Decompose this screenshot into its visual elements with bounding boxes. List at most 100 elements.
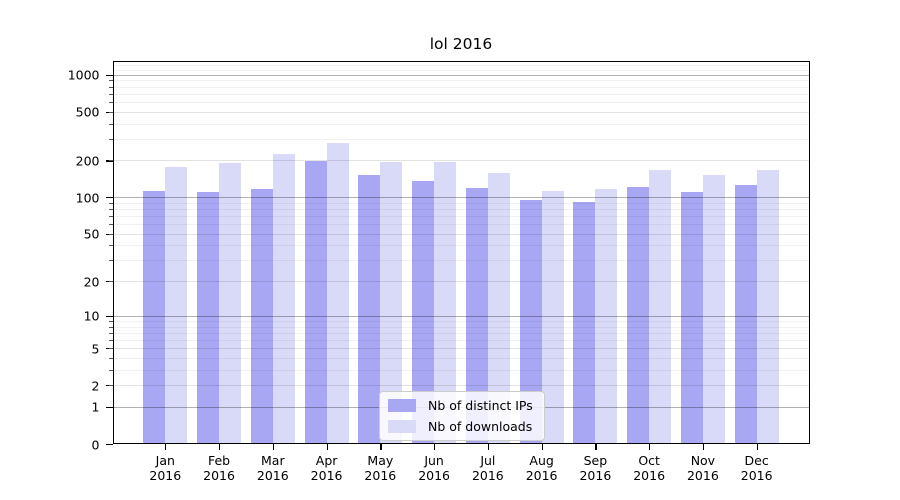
legend-swatch-downloads: [388, 420, 416, 433]
x-tick-label: Jun 2016: [418, 453, 450, 483]
x-tick: [326, 444, 328, 450]
bar-distinct-ips: [304, 161, 327, 444]
y-minor-tick: [108, 320, 113, 322]
gridline: [112, 339, 810, 341]
gridline: [112, 111, 810, 113]
legend: Nb of distinct IPs Nb of downloads: [379, 391, 545, 441]
y-minor-tick: [108, 348, 113, 350]
bar-downloads: [219, 162, 242, 444]
y-minor-tick: [108, 101, 113, 103]
y-minor-tick: [108, 202, 113, 204]
gridline: [112, 160, 810, 162]
legend-label-distinct-ips: Nb of distinct IPs: [428, 398, 533, 413]
y-minor-tick: [108, 281, 113, 283]
x-tick-label: May 2016: [364, 453, 397, 483]
y-minor-tick: [108, 245, 113, 247]
x-tick: [702, 444, 705, 450]
y-minor-tick: [108, 326, 113, 328]
y-minor-tick: [108, 357, 113, 359]
x-tick-label: Oct 2016: [633, 453, 666, 483]
y-tick-label: 100: [75, 190, 100, 206]
bar-downloads: [541, 191, 564, 444]
y-tick-label: 0: [91, 437, 100, 452]
y-tick-label: 50: [83, 226, 100, 242]
bar-distinct-ips: [250, 188, 273, 444]
bar-downloads: [272, 154, 295, 444]
gridline: [112, 123, 810, 125]
bar-downloads: [165, 167, 188, 444]
legend-swatch-distinct-ips: [388, 399, 416, 412]
y-tick-label: 10: [83, 308, 100, 324]
gridline: [112, 101, 810, 103]
y-minor-tick: [108, 123, 113, 125]
gridline: [112, 138, 810, 140]
y-tick-label: 5: [91, 341, 100, 357]
x-tick-label: Sep 2016: [579, 453, 612, 483]
x-tick-label: Aug 2016: [525, 453, 558, 483]
x-tick: [380, 444, 382, 450]
gridline: [112, 202, 810, 204]
y-minor-tick: [108, 385, 113, 387]
y-tick-label: 2: [91, 378, 100, 394]
gridline: [112, 216, 810, 218]
plot-axes-frame: [112, 61, 810, 444]
gridline: [112, 233, 810, 235]
x-tick: [165, 444, 167, 450]
x-tick: [487, 444, 490, 450]
gridline: [112, 74, 810, 76]
bar-downloads: [380, 161, 403, 444]
y-tick-label: 20: [83, 274, 100, 290]
bar-distinct-ips: [465, 187, 488, 444]
y-minor-tick: [108, 369, 113, 371]
gridline: [112, 245, 810, 247]
gridline: [112, 369, 810, 371]
y-tick: [105, 197, 113, 199]
y-tick-label: 1: [91, 399, 100, 415]
y-minor-tick: [108, 332, 113, 334]
gridline: [112, 348, 810, 350]
gridline: [112, 326, 810, 328]
y-minor-tick: [108, 80, 113, 82]
y-minor-tick: [108, 339, 113, 341]
x-tick-label: Dec 2016: [740, 453, 773, 483]
gridline: [112, 385, 810, 387]
bar-downloads: [487, 172, 510, 444]
bar-distinct-ips: [358, 175, 381, 444]
y-tick-label: 1000: [67, 67, 100, 83]
chart-title: lol 2016: [429, 35, 493, 53]
gridline: [112, 64, 810, 66]
x-tick-label: Jul 2016: [471, 453, 504, 483]
legend-item-distinct-ips: Nb of distinct IPs: [388, 397, 536, 414]
bar-downloads: [702, 175, 725, 444]
gridline: [112, 320, 810, 322]
bar-downloads: [649, 170, 672, 444]
gridline: [112, 281, 810, 283]
legend-item-downloads: Nb of downloads: [388, 418, 536, 435]
y-minor-tick: [108, 160, 113, 162]
y-tick-label: 500: [75, 104, 100, 120]
x-tick-label: Nov 2016: [686, 453, 719, 483]
x-tick: [434, 444, 436, 450]
gridline: [112, 80, 810, 82]
bar-distinct-ips: [197, 192, 220, 444]
y-tick: [105, 444, 113, 446]
y-tick: [105, 315, 113, 317]
x-tick-label: Apr 2016: [310, 453, 343, 483]
y-minor-tick: [108, 209, 113, 211]
bar-distinct-ips: [412, 180, 435, 444]
bar-distinct-ips: [519, 199, 542, 444]
x-tick-label: Jan 2016: [149, 453, 182, 483]
y-minor-tick: [108, 233, 113, 235]
y-minor-tick: [108, 224, 113, 226]
y-tick: [105, 406, 113, 409]
gridline: [112, 224, 810, 226]
legend-label-downloads: Nb of downloads: [428, 419, 533, 434]
gridline: [112, 315, 810, 317]
x-tick: [272, 444, 274, 450]
y-minor-tick: [108, 138, 113, 140]
y-tick-label: 200: [75, 153, 100, 169]
bar-distinct-ips: [680, 191, 703, 444]
y-minor-tick: [108, 111, 113, 113]
gridline: [112, 69, 810, 71]
